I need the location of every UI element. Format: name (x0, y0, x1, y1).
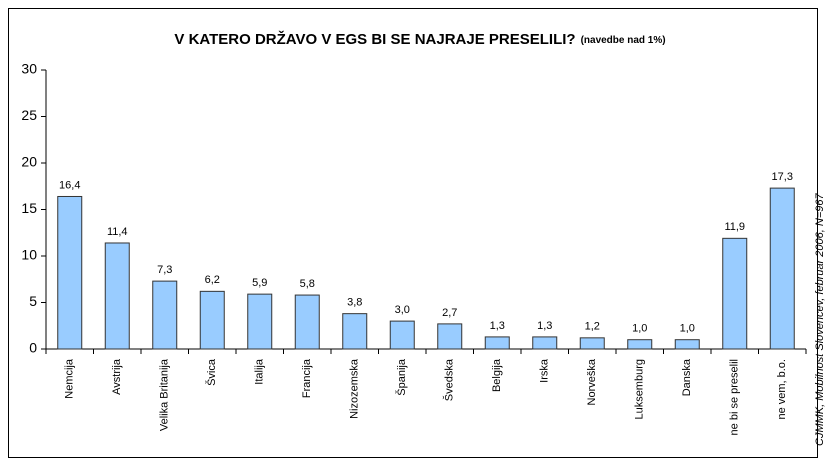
value-label: 6,2 (205, 274, 220, 286)
x-tick-label: Norveška (586, 358, 598, 405)
x-tick-label: Irska (539, 358, 551, 383)
chart-title: V KATERO DRŽAVO V EGS BI SE NAJRAJE PRES… (174, 30, 575, 48)
y-tick-label: 20 (21, 154, 37, 170)
value-label: 3,8 (347, 297, 362, 309)
value-label: 5,8 (300, 278, 315, 290)
value-label: 11,4 (107, 226, 128, 238)
y-tick-label: 0 (29, 340, 37, 356)
bar (152, 280, 178, 350)
x-tick-label: ne vem, b.o. (776, 359, 788, 420)
y-tick-label: 25 (21, 107, 37, 123)
bar (532, 336, 558, 350)
value-label: 17,3 (772, 171, 793, 183)
bar (769, 187, 795, 350)
bar (199, 290, 225, 350)
value-label: 2,7 (442, 307, 457, 319)
chart-frame (8, 8, 818, 458)
x-tick-label: Švica (205, 358, 218, 386)
bar (627, 339, 653, 350)
x-tick-label: Nemcija (64, 358, 76, 399)
bar (389, 320, 415, 350)
y-tick-label: 5 (29, 293, 37, 309)
bar (484, 336, 510, 350)
x-tick-label: ne bi se preselil (729, 359, 741, 435)
y-tick-label: 30 (21, 61, 37, 77)
bar (342, 313, 368, 350)
value-label: 1,0 (632, 323, 647, 335)
value-label: 1,3 (537, 320, 552, 332)
x-tick-label: Avstrija (111, 358, 123, 395)
value-label: 1,2 (585, 321, 600, 333)
y-tick-label: 10 (21, 247, 37, 263)
x-tick-label: Danska (681, 358, 693, 396)
bar (57, 195, 83, 350)
bar (674, 339, 700, 350)
bar (437, 323, 463, 350)
x-tick-label: Belgija (491, 358, 503, 392)
x-tick-label: Švedska (443, 358, 456, 401)
source-note: CJMMK, Mobilnost Slovencev, februar 2006… (814, 193, 826, 446)
x-tick-label: Luksemburg (634, 359, 646, 420)
bar (722, 237, 748, 350)
value-label: 1,3 (490, 320, 505, 332)
x-tick-label: Italija (254, 358, 266, 385)
y-tick-label: 15 (21, 200, 37, 216)
value-label: 16,4 (59, 179, 80, 191)
bar (579, 337, 605, 350)
value-label: 7,3 (157, 264, 172, 276)
bar (294, 294, 320, 350)
x-tick-label: Francija (301, 358, 313, 398)
x-tick-label: Španija (395, 358, 408, 396)
value-label: 5,9 (252, 277, 267, 289)
value-label: 3,0 (395, 304, 410, 316)
x-tick-label: Nizozemska (349, 358, 361, 419)
x-tick-label: Velika Britanija (159, 358, 171, 431)
bar (104, 242, 130, 350)
bar (247, 293, 273, 350)
value-label: 11,9 (724, 221, 745, 233)
chart-title-group: V KATERO DRŽAVO V EGS BI SE NAJRAJE PRES… (174, 30, 665, 48)
chart-subtitle: (navedbe nad 1%) (581, 35, 666, 46)
value-label: 1,0 (680, 323, 695, 335)
